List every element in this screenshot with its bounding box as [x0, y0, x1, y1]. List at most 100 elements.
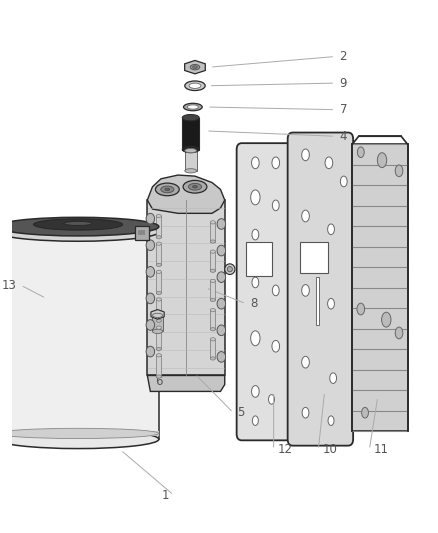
Ellipse shape [378, 153, 387, 167]
Ellipse shape [0, 429, 159, 439]
Ellipse shape [161, 186, 174, 193]
Polygon shape [185, 151, 197, 171]
Ellipse shape [328, 224, 335, 235]
Ellipse shape [152, 313, 162, 318]
Ellipse shape [251, 157, 259, 168]
Circle shape [146, 266, 155, 277]
Text: 4: 4 [339, 130, 347, 143]
Ellipse shape [252, 416, 258, 425]
Polygon shape [151, 310, 164, 319]
Polygon shape [152, 316, 162, 332]
Ellipse shape [328, 416, 334, 425]
Ellipse shape [155, 183, 179, 196]
Ellipse shape [362, 407, 368, 418]
Polygon shape [210, 222, 215, 241]
Text: 10: 10 [322, 443, 337, 456]
Ellipse shape [210, 250, 215, 253]
Ellipse shape [210, 269, 215, 272]
Ellipse shape [156, 292, 161, 295]
Text: 11: 11 [374, 443, 389, 456]
Ellipse shape [193, 185, 198, 188]
Ellipse shape [272, 285, 279, 296]
Circle shape [217, 298, 226, 309]
Polygon shape [147, 200, 225, 375]
Ellipse shape [210, 279, 215, 282]
Ellipse shape [395, 327, 403, 339]
Ellipse shape [156, 298, 161, 301]
Ellipse shape [183, 181, 207, 193]
Circle shape [217, 352, 226, 362]
Ellipse shape [227, 266, 233, 272]
Circle shape [217, 219, 226, 229]
Ellipse shape [156, 214, 161, 217]
Text: 3: 3 [52, 220, 59, 233]
Ellipse shape [210, 357, 215, 360]
Ellipse shape [156, 270, 161, 273]
Ellipse shape [251, 331, 260, 346]
Ellipse shape [268, 394, 275, 404]
Ellipse shape [190, 64, 200, 70]
Circle shape [146, 240, 155, 251]
Ellipse shape [193, 66, 198, 68]
Circle shape [217, 245, 226, 256]
Polygon shape [0, 431, 159, 436]
Ellipse shape [189, 83, 201, 88]
Ellipse shape [302, 357, 309, 368]
Polygon shape [147, 175, 225, 213]
Ellipse shape [210, 309, 215, 312]
Ellipse shape [302, 210, 309, 222]
Ellipse shape [165, 188, 170, 191]
Polygon shape [316, 277, 319, 325]
Text: 8: 8 [250, 297, 258, 310]
Ellipse shape [210, 338, 215, 341]
Ellipse shape [0, 430, 159, 449]
Ellipse shape [156, 375, 161, 378]
FancyBboxPatch shape [135, 226, 148, 240]
Circle shape [146, 346, 155, 357]
Polygon shape [156, 300, 161, 321]
Ellipse shape [185, 149, 197, 153]
FancyBboxPatch shape [247, 241, 272, 276]
Text: 5: 5 [237, 406, 245, 419]
Ellipse shape [64, 221, 92, 225]
Text: 13: 13 [2, 279, 17, 292]
Ellipse shape [395, 165, 403, 176]
Ellipse shape [34, 219, 123, 230]
Polygon shape [210, 310, 215, 329]
FancyBboxPatch shape [237, 143, 293, 440]
Ellipse shape [225, 264, 235, 274]
Ellipse shape [340, 176, 347, 187]
Polygon shape [352, 144, 407, 431]
Ellipse shape [252, 277, 259, 288]
Text: 12: 12 [278, 443, 293, 456]
Ellipse shape [272, 341, 279, 352]
Circle shape [146, 213, 155, 224]
Ellipse shape [272, 157, 279, 168]
Ellipse shape [0, 217, 159, 236]
Polygon shape [210, 340, 215, 359]
Polygon shape [185, 60, 205, 74]
Polygon shape [156, 356, 161, 376]
Ellipse shape [185, 168, 197, 173]
Polygon shape [0, 232, 159, 439]
Ellipse shape [325, 157, 333, 168]
Ellipse shape [210, 298, 215, 302]
Ellipse shape [156, 236, 161, 239]
Ellipse shape [251, 190, 260, 205]
Polygon shape [156, 328, 161, 349]
Text: 6: 6 [155, 375, 162, 389]
Ellipse shape [272, 200, 279, 211]
Text: 7: 7 [339, 103, 347, 116]
Ellipse shape [187, 105, 198, 109]
Ellipse shape [381, 312, 391, 327]
Circle shape [217, 325, 226, 336]
Ellipse shape [302, 285, 309, 296]
Ellipse shape [302, 149, 309, 161]
Polygon shape [156, 244, 161, 265]
Ellipse shape [184, 103, 202, 111]
Ellipse shape [156, 354, 161, 357]
Polygon shape [182, 118, 199, 150]
Circle shape [146, 293, 155, 304]
Polygon shape [156, 216, 161, 237]
Ellipse shape [210, 240, 215, 243]
